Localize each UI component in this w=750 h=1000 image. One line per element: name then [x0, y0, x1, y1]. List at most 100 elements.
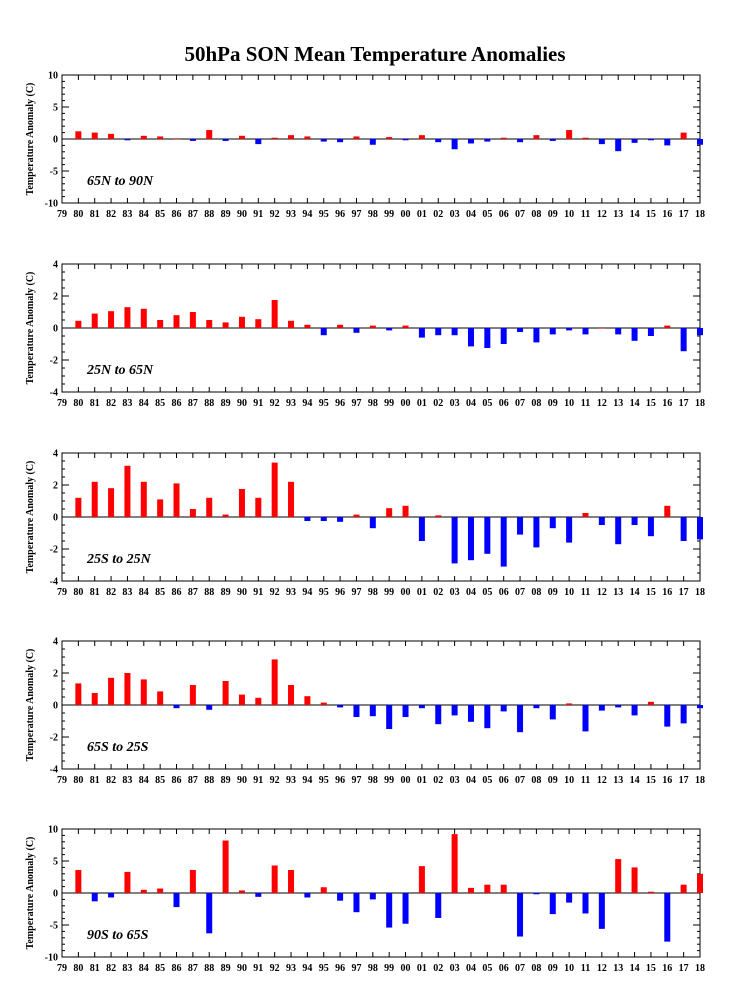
bar [108, 488, 115, 517]
x-tick-label: 04 [466, 209, 476, 220]
x-tick-label: 80 [73, 398, 83, 409]
x-tick-label: 82 [106, 963, 116, 974]
y-axis-label: Temperature Anomaly (C) [25, 83, 36, 196]
bar [353, 514, 360, 517]
y-tick-label: -2 [50, 356, 58, 367]
y-tick-label: 2 [53, 481, 58, 492]
x-tick-label: 09 [548, 209, 558, 220]
chart-title: 50hPa SON Mean Temperature Anomalies [184, 42, 566, 66]
bar [402, 705, 409, 717]
bar [647, 139, 654, 141]
x-tick-label: 07 [515, 398, 525, 409]
bar [533, 893, 540, 895]
bar [157, 499, 164, 517]
bar [140, 481, 147, 517]
bar [615, 705, 622, 708]
x-tick-label: 00 [401, 398, 411, 409]
bar [647, 701, 654, 705]
x-tick-label: 91 [253, 963, 263, 974]
bar [271, 865, 278, 893]
bar [320, 139, 327, 142]
x-tick-label: 06 [499, 963, 509, 974]
bar [680, 884, 687, 893]
x-tick-label: 01 [417, 398, 427, 409]
bar [582, 513, 589, 517]
bar [418, 517, 425, 541]
x-tick-label: 90 [237, 587, 247, 598]
bar [369, 325, 376, 328]
x-tick-label: 14 [630, 587, 640, 598]
x-tick-label: 90 [237, 963, 247, 974]
bar [549, 139, 556, 141]
bar [369, 893, 376, 900]
bar [631, 705, 638, 716]
y-tick-label: 4 [53, 637, 58, 648]
x-tick-label: 85 [155, 587, 165, 598]
x-tick-label: 80 [73, 963, 83, 974]
x-tick-label: 18 [695, 775, 705, 786]
x-tick-label: 09 [548, 775, 558, 786]
x-tick-label: 82 [106, 775, 116, 786]
bar [271, 137, 278, 139]
bar [549, 328, 556, 335]
x-tick-label: 07 [515, 963, 525, 974]
bar [664, 139, 671, 146]
bar [173, 483, 180, 517]
x-tick-label: 17 [679, 775, 689, 786]
x-tick-label: 94 [302, 775, 312, 786]
y-tick-label: -2 [50, 545, 58, 556]
x-tick-label: 07 [515, 775, 525, 786]
region-label: 65N to 90N [87, 174, 154, 189]
bar [647, 517, 654, 537]
bar [173, 315, 180, 328]
bar [697, 705, 703, 709]
bar [631, 517, 638, 525]
x-tick-label: 15 [646, 398, 656, 409]
x-tick-label: 08 [531, 398, 541, 409]
bar [238, 890, 245, 893]
bar [157, 320, 164, 328]
x-tick-label: 92 [270, 398, 280, 409]
x-tick-label: 98 [368, 587, 378, 598]
x-tick-label: 79 [57, 209, 67, 220]
bar [189, 312, 196, 328]
bar [451, 705, 458, 716]
bar [206, 893, 213, 934]
x-tick-label: 88 [204, 963, 214, 974]
bar [418, 328, 425, 338]
x-tick-label: 98 [368, 209, 378, 220]
bar [255, 697, 262, 705]
x-tick-label: 00 [401, 963, 411, 974]
x-tick-label: 04 [466, 963, 476, 974]
x-tick-label: 84 [139, 775, 149, 786]
x-tick-label: 08 [531, 775, 541, 786]
bar [582, 705, 589, 732]
region-label: 90S to 65S [87, 928, 149, 943]
x-tick-label: 92 [270, 963, 280, 974]
bar [91, 313, 98, 328]
x-tick-label: 15 [646, 775, 656, 786]
bar [75, 320, 82, 328]
bar [402, 893, 409, 924]
y-tick-label: 0 [53, 324, 58, 335]
bar [238, 135, 245, 139]
x-tick-label: 01 [417, 963, 427, 974]
bar [271, 462, 278, 517]
x-tick-label: 15 [646, 963, 656, 974]
bar [140, 679, 147, 705]
bar [386, 508, 393, 517]
x-tick-label: 87 [188, 587, 198, 598]
x-tick-label: 97 [351, 398, 361, 409]
bar [435, 893, 442, 918]
bar [75, 869, 82, 893]
x-tick-label: 91 [253, 775, 263, 786]
x-tick-label: 86 [172, 963, 182, 974]
bar [664, 325, 671, 328]
bar [222, 514, 229, 517]
bar [288, 869, 295, 893]
x-tick-label: 80 [73, 587, 83, 598]
x-tick-label: 97 [351, 963, 361, 974]
bar [517, 893, 524, 937]
bar [140, 135, 147, 139]
